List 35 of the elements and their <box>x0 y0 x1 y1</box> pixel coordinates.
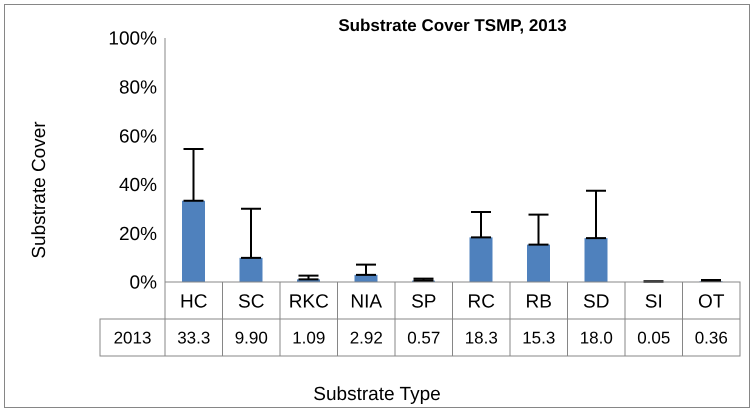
x-tick-label: SD <box>583 292 610 312</box>
bar <box>240 258 262 282</box>
data-label: 18.0 <box>580 328 613 348</box>
y-tick-label: 80% <box>118 78 158 99</box>
x-tick-label: RKC <box>288 292 329 312</box>
data-label: 1.09 <box>292 328 326 348</box>
bar <box>182 200 205 282</box>
y-tick-label: 100% <box>108 28 158 50</box>
data-label: 33.3 <box>177 328 210 348</box>
y-axis-title: Substrate Cover <box>29 121 51 259</box>
x-tick-label: SP <box>411 292 436 312</box>
chart-title: Substrate Cover TSMP, 2013 <box>337 16 568 36</box>
y-tick-label: 40% <box>118 175 158 196</box>
x-tick-label: SI <box>644 292 663 312</box>
data-label: 2.92 <box>350 328 383 348</box>
x-axis-title: Substrate Type <box>312 384 442 406</box>
data-label: 9.90 <box>234 328 268 348</box>
bar <box>584 238 608 282</box>
data-label: 15.3 <box>522 328 556 348</box>
x-tick-label: RC <box>468 292 495 312</box>
data-label: 0.05 <box>637 328 670 348</box>
data-label: 0.57 <box>407 328 440 348</box>
y-tick-label: 0% <box>130 272 158 294</box>
bar <box>470 237 492 282</box>
y-tick-label: 60% <box>118 126 158 148</box>
x-tick-label: SC <box>238 292 264 312</box>
x-tick-label: NIA <box>350 292 382 312</box>
data-label: 0.36 <box>694 328 728 348</box>
x-tick-label: HC <box>180 292 208 312</box>
data-label: 18.3 <box>464 328 498 348</box>
bar <box>527 244 550 282</box>
text: 2013 <box>114 328 152 348</box>
x-tick-label: OT <box>698 292 725 312</box>
y-tick-label: 20% <box>118 224 158 245</box>
x-tick-label: RB <box>526 292 552 312</box>
